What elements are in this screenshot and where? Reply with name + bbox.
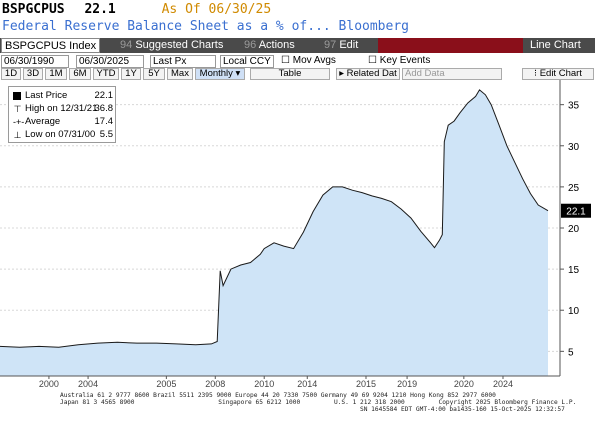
field-select[interactable]: Last Px — [150, 55, 216, 68]
footer-offices: Australia 61 2 9777 8600 Brazil 5511 239… — [60, 392, 496, 399]
line-chart-label: Line Chart — [530, 39, 581, 51]
security-field[interactable]: BSPGCPUS Index — [1, 38, 101, 53]
range-6m[interactable]: 6M — [69, 68, 91, 80]
legend-high: ⊤ High on 12/31/21 36.8 — [13, 103, 113, 114]
actions-button[interactable]: 96 Actions — [244, 39, 295, 51]
series-line — [0, 89, 549, 348]
series-area — [0, 89, 548, 377]
footer-offices-2: Japan 81 3 4565 8900 Singapore 65 6212 1… — [60, 399, 577, 406]
y-tick-label: 20 — [568, 224, 580, 235]
chart-legend: Last Price 22.1 ⊤ High on 12/31/21 36.8 … — [8, 86, 116, 143]
range-1d[interactable]: 1D — [1, 68, 21, 80]
y-tick-label: 35 — [568, 101, 580, 112]
header-row: BSPGCPUS 22.1 As Of 06/30/25 — [2, 2, 271, 17]
start-date-input[interactable]: 06/30/1990 — [1, 55, 69, 68]
low-marker-icon: ⊥ — [13, 130, 22, 140]
last-value: 22.1 — [84, 2, 116, 17]
y-tick-label: 5 — [568, 347, 574, 358]
last-price-tag-label: 22.1 — [566, 207, 586, 218]
related-data-button[interactable]: ▸ Related Dat — [336, 68, 400, 80]
average-marker-icon: -+- — [13, 117, 25, 127]
range-ytd[interactable]: YTD — [93, 68, 119, 80]
key-events-checkbox[interactable]: ☐ Key Events — [366, 55, 433, 68]
y-tick-label: 15 — [568, 265, 580, 276]
x-tick-label: 2015 — [356, 379, 376, 389]
edit-button[interactable]: 97 Edit — [324, 39, 359, 51]
x-tick-label: 2000 — [39, 379, 59, 389]
range-1m[interactable]: 1M — [45, 68, 67, 80]
add-data-input[interactable]: Add Data — [402, 68, 502, 80]
as-of-date: As Of 06/30/25 — [161, 2, 272, 17]
x-tick-label: 2004 — [78, 379, 98, 389]
currency-select[interactable]: Local CCY — [220, 55, 274, 68]
security-title: Federal Reserve Balance Sheet as a % of.… — [2, 19, 409, 34]
square-marker-icon — [13, 92, 21, 100]
date-controls: 06/30/1990 06/30/2025 Last Px Local CCY … — [0, 55, 595, 68]
last-price-tag — [561, 203, 591, 218]
legend-last-price: Last Price 22.1 — [13, 90, 113, 102]
y-tick-label: 10 — [568, 306, 580, 317]
high-marker-icon: ⊤ — [13, 104, 22, 114]
toolbar-accent — [378, 38, 523, 53]
range-1y[interactable]: 1Y — [121, 68, 141, 80]
legend-average: -+- Average 17.4 — [13, 116, 113, 127]
y-tick-label: 30 — [568, 142, 580, 153]
toolbar: BSPGCPUS Index 94 Suggested Charts 96 Ac… — [0, 38, 595, 53]
period-select[interactable]: Monthly ▾ — [195, 68, 245, 80]
end-date-input[interactable]: 06/30/2025 — [76, 55, 144, 68]
x-tick-label: 2020 — [454, 379, 474, 389]
ticker-symbol: BSPGCPUS — [2, 2, 65, 17]
plot-area: 5 10 15 20 25 30 35 2000 2004 2005 2008 2010 2014 201… — [0, 80, 591, 389]
footer-session: SN 1645584 EDT GMT-4:00 ba1435-160 15-Oc… — [360, 406, 565, 413]
y-tick-label: 25 — [568, 183, 580, 194]
footer: Australia 61 2 9777 8600 Brazil 5511 239… — [0, 392, 595, 413]
suggested-charts-button[interactable]: 94 Suggested Charts — [120, 39, 224, 51]
range-3d[interactable]: 3D — [23, 68, 43, 80]
edit-chart-button[interactable]: ⁝ Edit Chart — [522, 68, 594, 80]
x-tick-label: 2014 — [297, 379, 317, 389]
x-tick-label: 2008 — [205, 379, 225, 389]
area-chart: 5 10 15 20 25 30 35 2000 2004 2005 2008 2010 2014 201… — [0, 80, 591, 389]
x-tick-label: 2019 — [397, 379, 417, 389]
range-max[interactable]: Max — [167, 68, 193, 80]
x-tick-label: 2010 — [254, 379, 274, 389]
mov-avgs-checkbox[interactable]: ☐ Mov Avgs — [279, 55, 338, 68]
table-button[interactable]: Table — [250, 68, 330, 80]
range-controls: 1D 3D 1M 6M YTD 1Y 5Y Max Monthly ▾ Tabl… — [0, 68, 595, 80]
legend-low: ⊥ Low on 07/31/00 5.5 — [13, 129, 113, 140]
x-tick-label: 2005 — [156, 379, 176, 389]
x-tick-label: 2024 — [493, 379, 513, 389]
range-5y[interactable]: 5Y — [143, 68, 165, 80]
